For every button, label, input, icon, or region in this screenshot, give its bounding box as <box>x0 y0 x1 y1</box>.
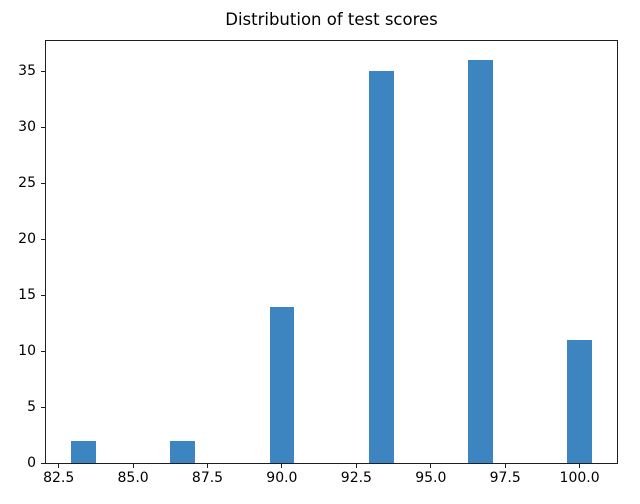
y-tick-label: 30 <box>18 118 36 135</box>
y-tick-label: 35 <box>18 62 36 79</box>
y-tick-mark <box>40 182 45 184</box>
histogram-bar <box>71 441 96 464</box>
x-tick-mark <box>579 463 581 468</box>
histogram-bar <box>368 71 394 464</box>
histogram-bar <box>567 340 592 464</box>
y-tick-label: 10 <box>18 343 36 359</box>
histogram-bar <box>468 60 493 464</box>
y-tick-label: 5 <box>27 399 36 415</box>
y-tick-label: 0 <box>27 455 36 471</box>
chart-title: Distribution of test scores <box>225 10 438 29</box>
y-tick-mark <box>40 294 45 296</box>
y-tick-label: 20 <box>18 230 36 247</box>
axes-frame <box>45 40 618 464</box>
x-tick-label: 85.0 <box>117 470 149 486</box>
y-tick-mark <box>40 350 45 353</box>
x-tick-label: 87.5 <box>191 470 224 486</box>
x-tick-mark <box>58 463 60 468</box>
x-tick-mark <box>355 463 357 468</box>
y-tick-mark <box>40 462 45 465</box>
histogram-bar <box>269 306 295 464</box>
x-tick-label: 97.5 <box>489 470 521 486</box>
y-tick-label: 25 <box>18 174 36 191</box>
y-tick-mark <box>40 126 45 128</box>
y-tick-mark <box>40 406 45 409</box>
x-tick-label: 100.0 <box>559 470 600 486</box>
x-tick-mark <box>281 463 283 468</box>
x-tick-mark <box>504 463 506 468</box>
x-tick-label: 92.5 <box>340 470 372 486</box>
y-tick-label: 15 <box>18 286 36 303</box>
y-tick-mark <box>40 70 45 72</box>
histogram-bar <box>170 441 196 464</box>
y-tick-mark <box>40 238 45 240</box>
x-tick-label: 90.0 <box>266 470 298 486</box>
x-tick-label: 82.5 <box>43 470 75 486</box>
x-tick-mark <box>430 463 432 468</box>
x-tick-label: 95.0 <box>415 470 447 486</box>
x-tick-mark <box>132 463 134 468</box>
x-tick-mark <box>206 463 209 468</box>
